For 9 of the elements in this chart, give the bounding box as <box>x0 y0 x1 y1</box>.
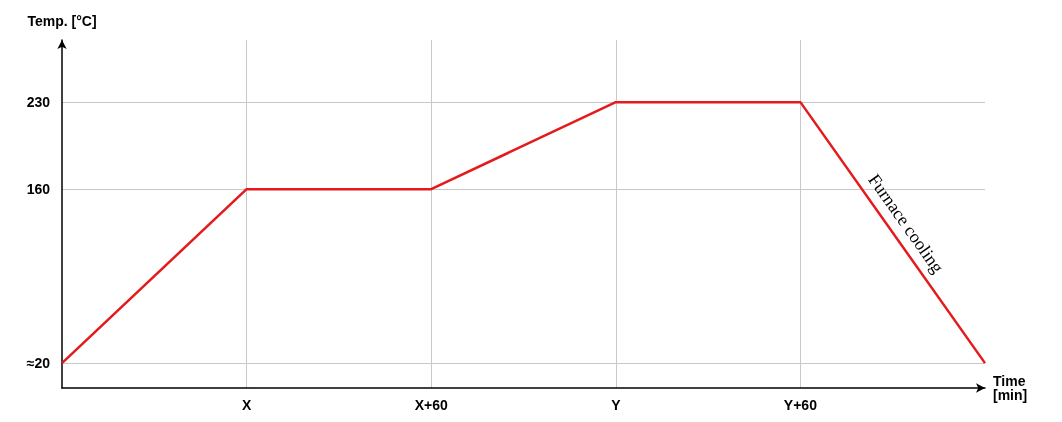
y-tick-label: 230 <box>26 94 51 111</box>
x-axis-title: Time [min] <box>993 373 1028 403</box>
x-tick-label: Y <box>611 397 622 413</box>
x-tick-label: X <box>241 397 252 413</box>
y-tick-label: ≈20 <box>26 355 51 372</box>
x-tick-label: X+60 <box>414 397 448 413</box>
y-tick-label: 160 <box>26 181 51 198</box>
x-tick-label: Y+60 <box>783 397 818 413</box>
y-axis-title: Temp. [°C] <box>27 13 97 29</box>
